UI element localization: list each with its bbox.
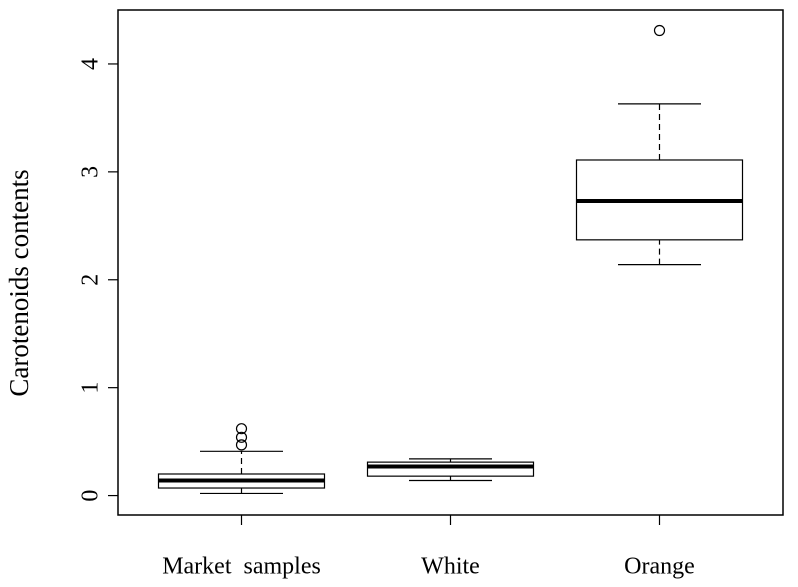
plot-frame: [117, 9, 784, 516]
outlier: [235, 439, 248, 451]
box: [366, 461, 535, 477]
outlier: [235, 423, 248, 435]
x-tick-label: Orange: [624, 554, 695, 580]
y-tick-label: 2: [78, 274, 104, 286]
outlier: [235, 431, 248, 443]
y-tick-label: 3: [78, 166, 104, 178]
y-tick-label: 4: [78, 58, 104, 70]
y-axis-label: Carotenoids contents: [4, 169, 34, 396]
y-tick-label: 1: [78, 382, 104, 394]
y-tick-label: 0: [78, 490, 104, 502]
x-tick-label: Market samples: [162, 554, 321, 580]
outlier: [653, 24, 666, 37]
x-tick-label: White: [421, 554, 480, 580]
